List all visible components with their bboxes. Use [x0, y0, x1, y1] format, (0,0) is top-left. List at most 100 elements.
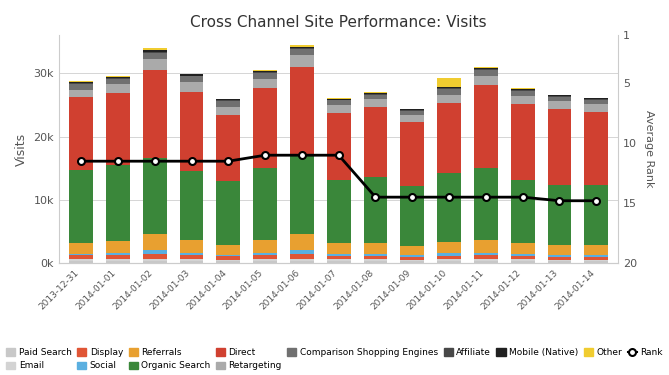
- Bar: [290, 155, 314, 234]
- Bar: [326, 99, 351, 100]
- Bar: [326, 98, 351, 99]
- Bar: [510, 180, 535, 243]
- Bar: [474, 85, 498, 168]
- Bar: [474, 69, 498, 70]
- Bar: [400, 115, 424, 122]
- Bar: [437, 78, 461, 87]
- Bar: [290, 48, 314, 49]
- Bar: [253, 79, 277, 88]
- Bar: [142, 259, 167, 261]
- Bar: [142, 254, 167, 259]
- Bar: [326, 261, 351, 263]
- Bar: [510, 89, 535, 90]
- Bar: [179, 75, 203, 76]
- Bar: [584, 100, 608, 104]
- Bar: [584, 104, 608, 112]
- Bar: [142, 50, 167, 52]
- Bar: [142, 59, 167, 70]
- Bar: [437, 253, 461, 256]
- Bar: [584, 99, 608, 100]
- Line: Rank: Rank: [78, 152, 599, 204]
- Rank: [334, 153, 343, 158]
- Bar: [216, 261, 240, 263]
- Rank: [371, 195, 379, 200]
- Bar: [253, 70, 277, 71]
- Bar: [400, 186, 424, 246]
- Rank: [298, 153, 306, 158]
- Bar: [106, 93, 130, 165]
- Bar: [253, 261, 277, 263]
- Bar: [216, 256, 240, 260]
- Bar: [510, 254, 535, 256]
- Bar: [179, 259, 203, 261]
- Bar: [142, 70, 167, 158]
- Bar: [584, 245, 608, 255]
- Bar: [253, 71, 277, 72]
- Bar: [474, 76, 498, 85]
- Bar: [547, 97, 571, 101]
- Bar: [106, 165, 130, 241]
- Legend: Paid Search, Email, Display, Social, Referrals, Organic Search, Direct, Retarget: Paid Search, Email, Display, Social, Ref…: [6, 348, 663, 370]
- Bar: [179, 255, 203, 259]
- Bar: [106, 76, 130, 77]
- Bar: [400, 255, 424, 257]
- Bar: [400, 261, 424, 263]
- Bar: [290, 55, 314, 67]
- Bar: [216, 99, 240, 100]
- Bar: [216, 100, 240, 101]
- Bar: [326, 105, 351, 113]
- Bar: [363, 254, 387, 256]
- Rank: [555, 198, 563, 203]
- Bar: [179, 82, 203, 92]
- Bar: [179, 74, 203, 75]
- Bar: [400, 109, 424, 110]
- Bar: [106, 259, 130, 261]
- Bar: [510, 256, 535, 260]
- Bar: [290, 254, 314, 259]
- Bar: [400, 111, 424, 115]
- Bar: [216, 115, 240, 182]
- Bar: [69, 90, 93, 98]
- Bar: [69, 261, 93, 263]
- Bar: [290, 49, 314, 55]
- Bar: [547, 94, 571, 95]
- Bar: [474, 67, 498, 68]
- Bar: [69, 82, 93, 83]
- Bar: [400, 260, 424, 261]
- Bar: [474, 261, 498, 263]
- Bar: [216, 245, 240, 255]
- Bar: [474, 68, 498, 69]
- Bar: [510, 96, 535, 104]
- Bar: [437, 103, 461, 173]
- Bar: [474, 168, 498, 240]
- Bar: [179, 253, 203, 255]
- Bar: [547, 109, 571, 185]
- Bar: [474, 70, 498, 76]
- Bar: [253, 88, 277, 168]
- Bar: [216, 107, 240, 115]
- Bar: [69, 83, 93, 84]
- Rank: [151, 159, 159, 164]
- Bar: [142, 261, 167, 263]
- Bar: [437, 173, 461, 242]
- Bar: [69, 84, 93, 90]
- Bar: [69, 243, 93, 254]
- Bar: [106, 261, 130, 263]
- Bar: [510, 91, 535, 96]
- Bar: [253, 255, 277, 259]
- Bar: [290, 67, 314, 155]
- Bar: [584, 98, 608, 99]
- Bar: [106, 84, 130, 93]
- Bar: [142, 48, 167, 50]
- Bar: [547, 96, 571, 97]
- Bar: [326, 243, 351, 254]
- Bar: [253, 259, 277, 261]
- Bar: [510, 88, 535, 89]
- Bar: [363, 92, 387, 93]
- Bar: [547, 260, 571, 261]
- Bar: [106, 78, 130, 79]
- Bar: [474, 253, 498, 255]
- Bar: [326, 256, 351, 259]
- Y-axis label: Visits: Visits: [15, 133, 28, 166]
- Bar: [363, 107, 387, 177]
